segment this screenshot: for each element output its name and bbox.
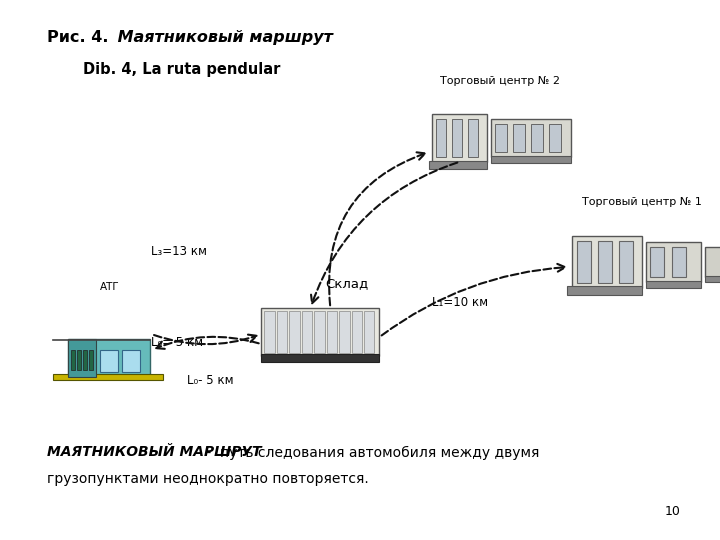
Bar bbox=[122, 350, 140, 372]
Text: L₀- 5 км: L₀- 5 км bbox=[187, 374, 234, 387]
Bar bbox=[491, 119, 571, 157]
Bar bbox=[672, 247, 686, 277]
Bar bbox=[261, 354, 379, 362]
Text: 10: 10 bbox=[665, 505, 680, 518]
Bar bbox=[68, 339, 96, 377]
Text: АТГ: АТГ bbox=[99, 282, 120, 292]
Bar bbox=[531, 124, 543, 152]
Bar bbox=[513, 124, 525, 152]
Bar bbox=[339, 311, 349, 353]
Text: Склад: Склад bbox=[325, 277, 369, 290]
Text: грузопунктами неоднократно повторяется.: грузопунктами неоднократно повторяется. bbox=[47, 472, 369, 487]
Bar bbox=[264, 311, 275, 353]
Bar bbox=[647, 281, 701, 288]
Bar bbox=[289, 311, 300, 353]
Bar bbox=[491, 156, 571, 163]
Bar bbox=[314, 311, 325, 353]
Bar bbox=[567, 286, 642, 295]
Bar bbox=[706, 276, 720, 282]
Text: Торговый центр № 1: Торговый центр № 1 bbox=[582, 197, 702, 207]
Bar bbox=[432, 114, 487, 161]
Text: L₀= 5 км: L₀= 5 км bbox=[151, 336, 203, 349]
Bar bbox=[89, 350, 94, 370]
Bar bbox=[619, 241, 634, 283]
Text: МАЯТНИКОВЫЙ МАРШРУТ: МАЯТНИКОВЫЙ МАРШРУТ bbox=[47, 446, 261, 460]
Bar bbox=[327, 311, 337, 353]
Bar bbox=[572, 236, 642, 288]
Bar bbox=[452, 119, 462, 157]
Bar bbox=[53, 374, 163, 380]
Bar bbox=[577, 241, 591, 283]
Text: Торговый центр № 2: Торговый центр № 2 bbox=[440, 76, 560, 86]
Bar bbox=[100, 350, 118, 372]
Bar bbox=[495, 124, 507, 152]
Bar bbox=[598, 241, 613, 283]
Bar bbox=[84, 350, 87, 370]
Bar bbox=[549, 124, 561, 152]
Bar bbox=[261, 308, 379, 356]
Bar bbox=[429, 161, 487, 168]
Bar bbox=[71, 350, 76, 370]
Bar bbox=[277, 311, 287, 353]
Text: -  путь следования автомобиля между двумя: - путь следования автомобиля между двумя bbox=[202, 446, 539, 460]
Text: L₃=13 км: L₃=13 км bbox=[151, 245, 207, 258]
Bar bbox=[302, 311, 312, 353]
Bar bbox=[78, 350, 81, 370]
Bar bbox=[647, 242, 701, 282]
Bar bbox=[706, 247, 720, 277]
Text: L₁=10 км: L₁=10 км bbox=[432, 296, 488, 309]
Bar bbox=[68, 339, 150, 377]
Text: Рис. 4.: Рис. 4. bbox=[47, 30, 108, 45]
Bar bbox=[650, 247, 665, 277]
Bar bbox=[364, 311, 374, 353]
Bar bbox=[351, 311, 362, 353]
Bar bbox=[436, 119, 446, 157]
Text: Dib. 4, La ruta pendular: Dib. 4, La ruta pendular bbox=[83, 62, 280, 77]
Text: Маятниковый маршрут: Маятниковый маршрут bbox=[112, 30, 333, 45]
Bar bbox=[468, 119, 478, 157]
